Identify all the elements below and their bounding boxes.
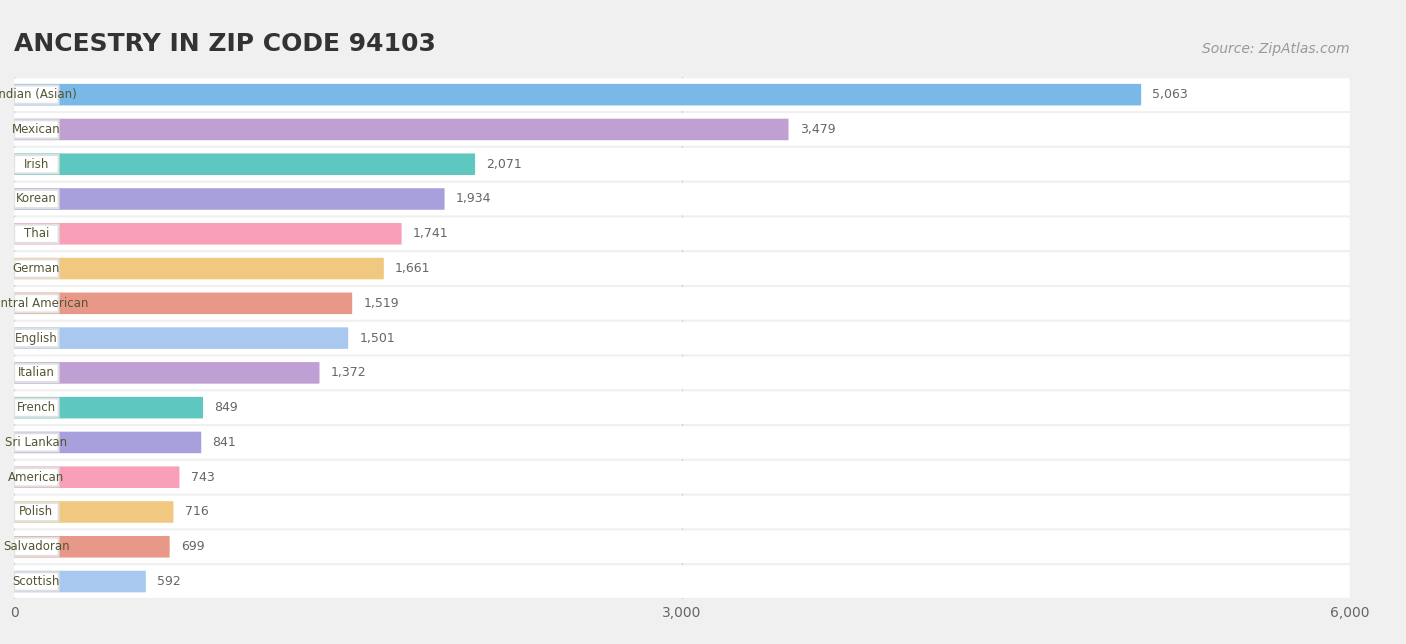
Text: Scottish: Scottish <box>13 575 60 588</box>
FancyBboxPatch shape <box>14 327 349 349</box>
Text: 1,519: 1,519 <box>363 297 399 310</box>
FancyBboxPatch shape <box>14 188 444 210</box>
FancyBboxPatch shape <box>14 252 1350 285</box>
FancyBboxPatch shape <box>14 431 201 453</box>
Text: ANCESTRY IN ZIP CODE 94103: ANCESTRY IN ZIP CODE 94103 <box>14 32 436 57</box>
Text: 716: 716 <box>184 506 208 518</box>
FancyBboxPatch shape <box>14 362 319 384</box>
Text: Thai: Thai <box>24 227 49 240</box>
Text: 849: 849 <box>214 401 238 414</box>
Text: Central American: Central American <box>0 297 89 310</box>
FancyBboxPatch shape <box>14 571 146 592</box>
Text: 2,071: 2,071 <box>486 158 522 171</box>
FancyBboxPatch shape <box>14 538 59 556</box>
FancyBboxPatch shape <box>14 466 180 488</box>
FancyBboxPatch shape <box>14 565 1350 598</box>
Text: 1,661: 1,661 <box>395 262 430 275</box>
Text: Irish: Irish <box>24 158 49 171</box>
Text: French: French <box>17 401 56 414</box>
Text: 743: 743 <box>191 471 214 484</box>
Text: 1,934: 1,934 <box>456 193 491 205</box>
Text: German: German <box>13 262 60 275</box>
FancyBboxPatch shape <box>14 397 202 419</box>
FancyBboxPatch shape <box>14 294 59 312</box>
Text: Polish: Polish <box>20 506 53 518</box>
FancyBboxPatch shape <box>14 118 789 140</box>
FancyBboxPatch shape <box>14 190 59 208</box>
Text: 841: 841 <box>212 436 236 449</box>
Text: 3,479: 3,479 <box>800 123 835 136</box>
FancyBboxPatch shape <box>14 225 59 243</box>
FancyBboxPatch shape <box>14 86 59 104</box>
FancyBboxPatch shape <box>14 113 1350 146</box>
FancyBboxPatch shape <box>14 536 170 558</box>
Text: English: English <box>15 332 58 345</box>
FancyBboxPatch shape <box>14 258 384 279</box>
Text: Source: ZipAtlas.com: Source: ZipAtlas.com <box>1202 43 1350 57</box>
Text: Korean: Korean <box>15 193 56 205</box>
Text: Sri Lankan: Sri Lankan <box>6 436 67 449</box>
FancyBboxPatch shape <box>14 218 1350 250</box>
FancyBboxPatch shape <box>14 84 1142 106</box>
FancyBboxPatch shape <box>14 292 353 314</box>
Text: Salvadoran: Salvadoran <box>3 540 70 553</box>
FancyBboxPatch shape <box>14 496 1350 528</box>
FancyBboxPatch shape <box>14 79 1350 111</box>
FancyBboxPatch shape <box>14 322 1350 354</box>
Text: Indian (Asian): Indian (Asian) <box>0 88 77 101</box>
FancyBboxPatch shape <box>14 468 59 486</box>
Text: 5,063: 5,063 <box>1153 88 1188 101</box>
Text: 592: 592 <box>157 575 181 588</box>
FancyBboxPatch shape <box>14 329 59 347</box>
FancyBboxPatch shape <box>14 153 475 175</box>
Text: American: American <box>8 471 65 484</box>
FancyBboxPatch shape <box>14 461 1350 493</box>
FancyBboxPatch shape <box>14 155 59 173</box>
FancyBboxPatch shape <box>14 120 59 138</box>
Text: Italian: Italian <box>18 366 55 379</box>
FancyBboxPatch shape <box>14 426 1350 459</box>
Text: 1,372: 1,372 <box>330 366 366 379</box>
Text: 1,501: 1,501 <box>360 332 395 345</box>
FancyBboxPatch shape <box>14 364 59 382</box>
FancyBboxPatch shape <box>14 503 59 521</box>
FancyBboxPatch shape <box>14 433 59 451</box>
FancyBboxPatch shape <box>14 501 173 523</box>
FancyBboxPatch shape <box>14 573 59 591</box>
Text: 1,741: 1,741 <box>413 227 449 240</box>
FancyBboxPatch shape <box>14 357 1350 389</box>
FancyBboxPatch shape <box>14 223 402 245</box>
FancyBboxPatch shape <box>14 392 1350 424</box>
FancyBboxPatch shape <box>14 399 59 417</box>
FancyBboxPatch shape <box>14 531 1350 563</box>
FancyBboxPatch shape <box>14 183 1350 215</box>
Text: 699: 699 <box>181 540 204 553</box>
FancyBboxPatch shape <box>14 287 1350 319</box>
FancyBboxPatch shape <box>14 148 1350 180</box>
FancyBboxPatch shape <box>14 260 59 278</box>
Text: Mexican: Mexican <box>13 123 60 136</box>
